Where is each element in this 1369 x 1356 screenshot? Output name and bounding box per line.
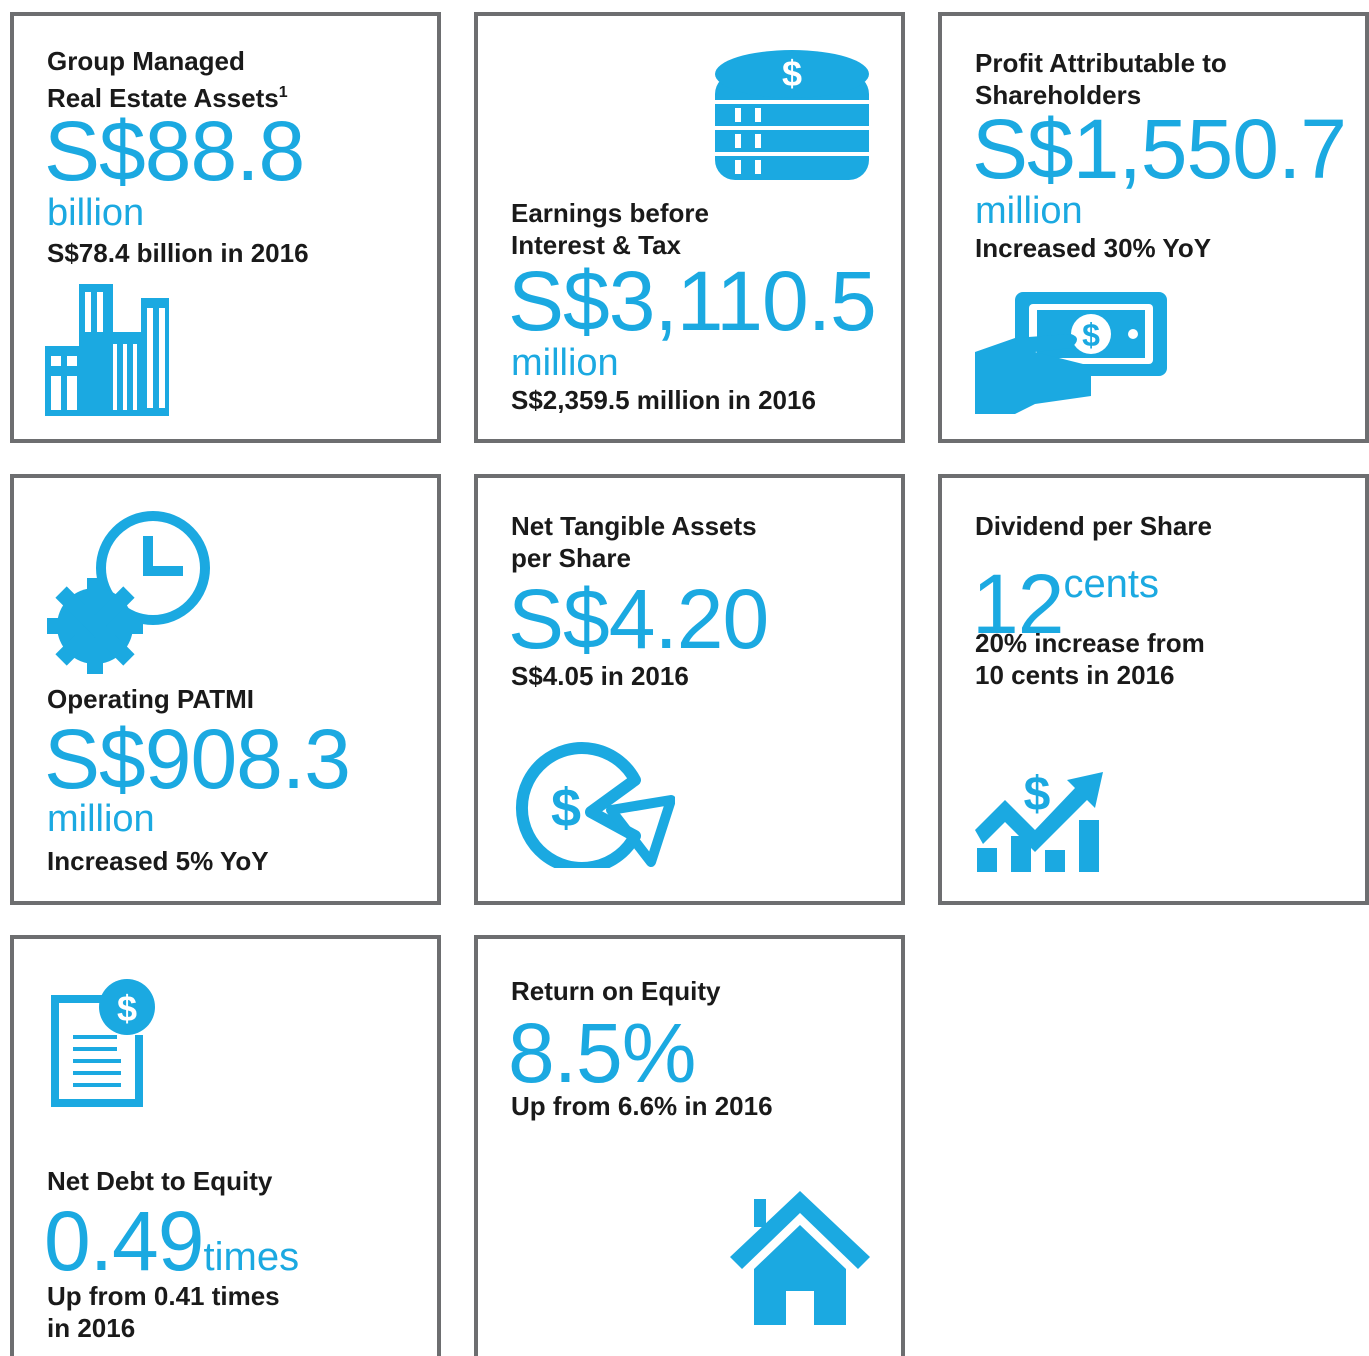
card-title: Operating PATMI bbox=[47, 684, 255, 714]
unit: million bbox=[47, 798, 155, 840]
svg-text:$: $ bbox=[117, 988, 137, 1029]
unit: million bbox=[511, 342, 619, 384]
card: Group Managed Real Estate Assets1 S$88.8 … bbox=[10, 12, 441, 443]
value: 0.49 bbox=[44, 1194, 204, 1288]
note-line: 10 cents in 2016 bbox=[975, 660, 1175, 690]
clock-gear-icon bbox=[47, 511, 210, 674]
card: $ Earnings before Interest & Tax S$3,110.… bbox=[474, 12, 905, 443]
cash-hand-icon: $ bbox=[975, 292, 1167, 414]
note-line: Up from 0.41 times bbox=[47, 1281, 280, 1311]
value-group: 12cents bbox=[972, 542, 1159, 646]
note: Up from 0.41 times in 2016 bbox=[47, 1280, 280, 1344]
card-title: Group Managed Real Estate Assets1 bbox=[47, 45, 288, 114]
note-line: in 2016 bbox=[47, 1313, 136, 1343]
card-title: Return on Equity bbox=[511, 976, 721, 1006]
card-title: Dividend per Share bbox=[975, 511, 1212, 541]
note: 20% increase from 10 cents in 2016 bbox=[975, 627, 1205, 691]
pie-icon: $ bbox=[515, 742, 675, 868]
footnote: 1 bbox=[278, 84, 288, 101]
value: 12 bbox=[972, 557, 1064, 651]
note: S$2,359.5 million in 2016 bbox=[511, 385, 816, 415]
value: S$88.8 bbox=[44, 104, 305, 198]
value: S$1,550.7 bbox=[972, 102, 1347, 196]
unit: billion bbox=[47, 192, 145, 234]
title-line: Shareholders bbox=[975, 80, 1142, 110]
svg-text:$: $ bbox=[1024, 768, 1051, 821]
document-icon: $ bbox=[51, 979, 155, 1107]
value: S$908.3 bbox=[44, 712, 351, 806]
card-title: Net Tangible Assets per Share bbox=[511, 510, 757, 574]
unit: times bbox=[203, 1235, 300, 1279]
title-line: Group Managed bbox=[47, 46, 245, 76]
card: Net Tangible Assets per Share S$4.20 S$4.… bbox=[474, 474, 905, 905]
note: Increased 5% YoY bbox=[47, 846, 269, 876]
value-group: 0.49times bbox=[44, 1199, 299, 1299]
card: Return on Equity 8.5% Up from 6.6% in 20… bbox=[474, 935, 905, 1356]
value: S$3,110.5 bbox=[508, 254, 877, 348]
card: $ Net Debt to Equity 0.49times Up from 0… bbox=[10, 935, 441, 1356]
unit: cents bbox=[1063, 562, 1160, 606]
card-title: Profit Attributable to Shareholders bbox=[975, 47, 1227, 111]
svg-text:$: $ bbox=[1082, 317, 1100, 353]
title-line: Net Tangible Assets bbox=[511, 511, 757, 541]
title-line: Real Estate Assets bbox=[47, 83, 279, 113]
title-line: Interest & Tax bbox=[511, 230, 682, 260]
title-line: per Share bbox=[511, 543, 631, 573]
note-line: 20% increase from bbox=[975, 628, 1205, 658]
note: Increased 30% YoY bbox=[975, 233, 1212, 263]
buildings-icon bbox=[45, 284, 169, 416]
svg-text:$: $ bbox=[551, 778, 581, 838]
coins-icon: $ bbox=[715, 50, 869, 180]
note: S$78.4 billion in 2016 bbox=[47, 238, 309, 268]
note: Up from 6.6% in 2016 bbox=[511, 1091, 773, 1121]
card: Profit Attributable to Shareholders S$1,5… bbox=[938, 12, 1369, 443]
card-title: Net Debt to Equity bbox=[47, 1166, 273, 1196]
card: Dividend per Share 12cents 20% increase … bbox=[938, 474, 1369, 905]
value: 8.5% bbox=[508, 1006, 696, 1100]
house-icon bbox=[730, 1191, 870, 1325]
svg-text:$: $ bbox=[782, 53, 802, 94]
growth-chart-icon: $ bbox=[975, 768, 1103, 872]
value: S$4.20 bbox=[508, 572, 769, 666]
card: Operating PATMI S$908.3 million Increase… bbox=[10, 474, 441, 905]
title-line: Profit Attributable to bbox=[975, 48, 1227, 78]
title-line: Earnings before bbox=[511, 198, 709, 228]
unit: million bbox=[975, 190, 1083, 232]
note: S$4.05 in 2016 bbox=[511, 661, 689, 691]
card-title: Earnings before Interest & Tax bbox=[511, 197, 709, 261]
